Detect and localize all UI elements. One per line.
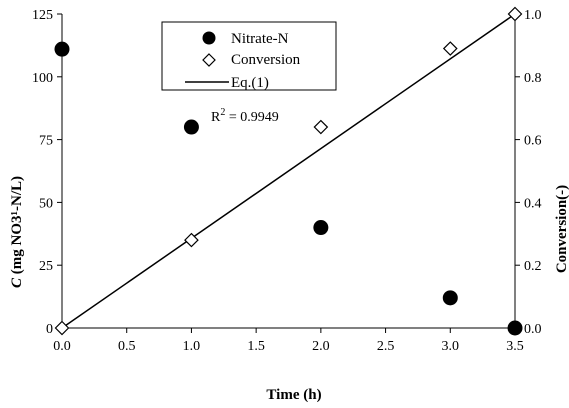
nitrate-point (183, 119, 199, 135)
y2-tick-label: 0.0 (524, 322, 542, 337)
y-tick-label: 100 (32, 71, 53, 86)
legend-marker-conversion (202, 53, 216, 67)
r-squared-value: = 0.9949 (225, 110, 278, 125)
conversion-point (442, 41, 458, 56)
x-tick-label: 0.5 (118, 339, 136, 354)
conversion-point (54, 320, 70, 336)
y2-tick-label: 0.6 (524, 134, 542, 149)
x-axis-title: Time (h) (266, 387, 321, 403)
y2-tick-label: 0.4 (524, 196, 542, 211)
conversion-point (313, 119, 329, 135)
legend-label-eq1: Eq.(1) (231, 75, 269, 91)
nitrate-point (54, 41, 70, 57)
x-tick-label: 3.5 (506, 339, 524, 354)
y-tick-label: 75 (39, 134, 53, 149)
legend-marker-nitrate (202, 31, 216, 45)
y2-tick-label: 0.8 (524, 71, 542, 86)
nitrate-point (442, 290, 458, 306)
x-tick-label: 0.0 (53, 339, 71, 354)
x-tick-label: 1.0 (183, 339, 201, 354)
y-axis-title: C (mg NO3¹-N/L) (9, 176, 25, 288)
conversion-point (184, 232, 199, 248)
legend: Nitrate-N Conversion Eq.(1) (161, 21, 337, 91)
y2-tick-label: 1.0 (524, 8, 542, 23)
y2-tick-label: 0.2 (524, 259, 542, 274)
axes (61, 14, 516, 329)
y-axis-title-rest: (mg NO3¹-N/L) (9, 176, 25, 278)
legend-box (161, 21, 337, 91)
y-axis-title-italic: C (9, 277, 25, 288)
marks (54, 6, 523, 336)
x-tick-label: 2.0 (312, 339, 330, 354)
r-squared-exponent: 2 (220, 107, 225, 118)
ticks: 0.0 0.5 1.0 1.5 2.0 2.5 3.0 3.5 0 25 50 75 100 125 0.0… (32, 8, 542, 354)
x-tick-label: 1.5 (247, 339, 265, 354)
x-tick-label: 2.5 (377, 339, 395, 354)
eq1-fit-line (61, 13, 516, 329)
y-tick-label: 25 (39, 259, 53, 274)
legend-label-nitrate: Nitrate-N (231, 31, 289, 47)
nitrate-point (313, 220, 329, 236)
conversion-point (507, 6, 523, 22)
nitrate-point (507, 320, 523, 336)
y2-axis-title: Conversion(-) (554, 185, 569, 273)
r-squared-symbol: R (211, 110, 221, 125)
y-tick-label: 125 (32, 8, 53, 23)
legend-label-conversion: Conversion (231, 52, 301, 68)
x-tick-label: 3.0 (442, 339, 460, 354)
y-tick-label: 0 (46, 322, 53, 337)
y-tick-label: 50 (39, 196, 53, 211)
r-squared-annotation: R2 = 0.9949 (211, 107, 279, 125)
